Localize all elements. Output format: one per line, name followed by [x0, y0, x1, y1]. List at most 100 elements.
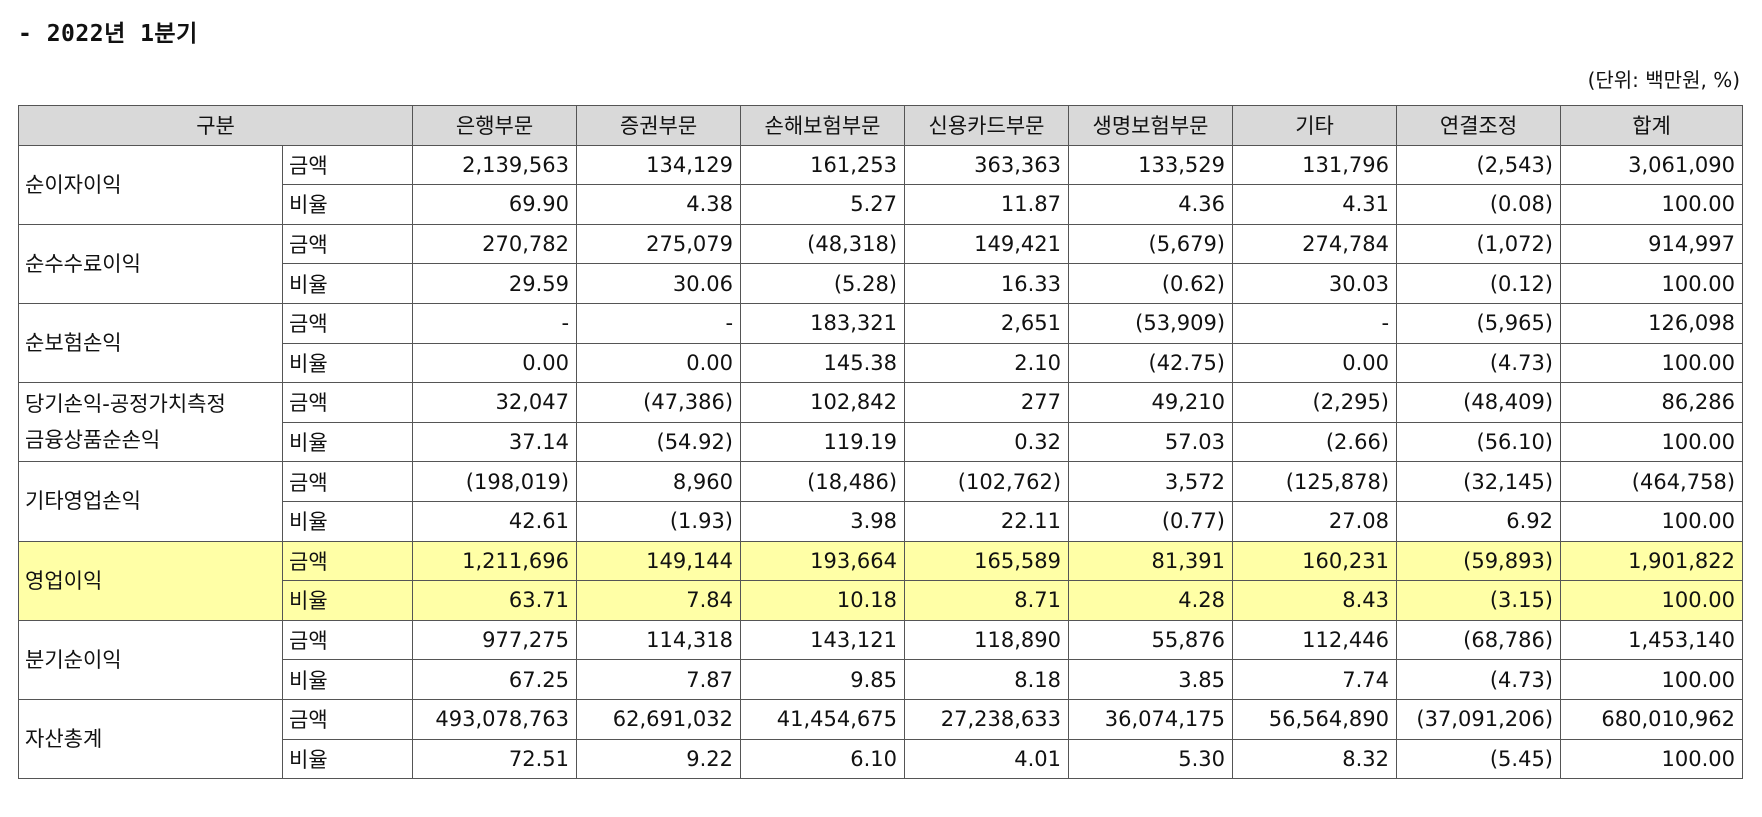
amount-cell: 149,421 — [904, 223, 1070, 265]
row-category-line: 분기순이익 — [25, 647, 122, 672]
ratio-cell: 16.33 — [904, 263, 1070, 304]
row-category-label: 순수수료이익 — [18, 223, 283, 304]
ratio-cell: 2.10 — [904, 342, 1070, 384]
ratio-cell: 8.32 — [1232, 738, 1398, 780]
ratio-cell: 119.19 — [740, 421, 906, 463]
ratio-cell: 100.00 — [1560, 342, 1744, 384]
amount-cell: 56,564,890 — [1232, 698, 1398, 740]
ratio-cell: 27.08 — [1232, 500, 1398, 542]
amount-cell: 55,876 — [1068, 619, 1234, 661]
row-category-line: 기타영업손익 — [25, 489, 141, 514]
amount-cell: 134,129 — [576, 144, 742, 186]
amount-cell: (32,145) — [1396, 461, 1562, 502]
header-securities: 증권부문 — [576, 105, 742, 146]
ratio-cell: (0.08) — [1396, 184, 1562, 225]
ratio-cell: 30.03 — [1232, 263, 1398, 304]
header-bank: 은행부문 — [412, 105, 578, 146]
amount-cell: 8,960 — [576, 461, 742, 502]
ratio-cell: (5.45) — [1396, 738, 1562, 780]
ratio-cell: 3.98 — [740, 500, 906, 542]
ratio-cell: (0.12) — [1396, 263, 1562, 304]
amount-cell: - — [1232, 302, 1398, 344]
ratio-cell: 100.00 — [1560, 263, 1744, 304]
ratio-cell: 5.30 — [1068, 738, 1234, 780]
amount-cell: 977,275 — [412, 619, 578, 661]
ratio-cell: 4.28 — [1068, 580, 1234, 621]
ratio-cell: (2.66) — [1232, 421, 1398, 463]
ratio-cell: 7.74 — [1232, 659, 1398, 700]
amount-label: 금액 — [281, 382, 414, 423]
amount-cell: (1,072) — [1396, 223, 1562, 265]
amount-cell: 1,211,696 — [412, 540, 578, 582]
amount-cell: 274,784 — [1232, 223, 1398, 265]
row-category-label: 영업이익 — [18, 540, 283, 621]
ratio-cell: 8.43 — [1232, 580, 1398, 621]
amount-cell: 36,074,175 — [1068, 698, 1234, 740]
ratio-cell: 9.85 — [740, 659, 906, 700]
ratio-label: 비율 — [281, 659, 414, 700]
ratio-cell: 100.00 — [1560, 184, 1744, 225]
ratio-cell: 3.85 — [1068, 659, 1234, 700]
amount-label: 금액 — [281, 540, 414, 582]
ratio-cell: (0.77) — [1068, 500, 1234, 542]
amount-cell: 112,446 — [1232, 619, 1398, 661]
ratio-cell: 4.36 — [1068, 184, 1234, 225]
amount-cell: (37,091,206) — [1396, 698, 1562, 740]
row-category-label: 당기손익-공정가치측정 금융상품순손익 — [18, 382, 283, 463]
ratio-cell: 63.71 — [412, 580, 578, 621]
ratio-cell: 69.90 — [412, 184, 578, 225]
table-header-row: 구분 은행부문 증권부문 손해보험부문 신용카드부문 생명보험부문 기타 연결조… — [17, 105, 1744, 146]
ratio-label: 비율 — [281, 580, 414, 621]
row-category-line: 순보험손익 — [25, 331, 122, 356]
table-row: 분기순이익 금액 977,275 114,318 143,121 118,890 55,87… — [18, 619, 1744, 700]
amount-cell: - — [412, 302, 578, 344]
table-row: 비율 63.71 7.84 10.18 8.71 4.28 8.43 (3.15) 100.00 — [19, 580, 1744, 621]
amount-cell: 86,286 — [1560, 382, 1744, 423]
amount-cell: 102,842 — [740, 382, 906, 423]
amount-cell: 914,997 — [1560, 223, 1744, 265]
amount-cell: 183,321 — [740, 302, 906, 344]
ratio-cell: 7.87 — [576, 659, 742, 700]
header-life-insurance: 생명보험부문 — [1068, 105, 1234, 146]
header-nonlife-insurance: 손해보험부문 — [740, 105, 906, 146]
amount-cell: 270,782 — [412, 223, 578, 265]
amount-cell: 114,318 — [576, 619, 742, 661]
ratio-cell: 0.32 — [904, 421, 1070, 463]
amount-cell: (464,758) — [1560, 461, 1744, 502]
amount-cell: 126,098 — [1560, 302, 1744, 344]
ratio-cell: 100.00 — [1560, 421, 1744, 463]
amount-label: 금액 — [281, 698, 414, 740]
table-row: 비율 29.59 30.06 (5.28) 16.33 (0.62) 30.03 (0.12)… — [19, 263, 1744, 304]
ratio-cell: 4.01 — [904, 738, 1070, 780]
amount-cell: 2,139,563 — [412, 144, 578, 186]
amount-cell: - — [576, 302, 742, 344]
amount-cell: 62,691,032 — [576, 698, 742, 740]
ratio-cell: 67.25 — [412, 659, 578, 700]
amount-cell: 1,453,140 — [1560, 619, 1744, 661]
ratio-cell: 0.00 — [412, 342, 578, 384]
row-category-line: 자산총계 — [25, 727, 103, 751]
amount-cell: 165,589 — [904, 540, 1070, 582]
ratio-cell: (56.10) — [1396, 421, 1562, 463]
amount-label: 금액 — [281, 144, 414, 186]
amount-label: 금액 — [281, 302, 414, 344]
amount-label: 금액 — [281, 461, 414, 502]
ratio-cell: 22.11 — [904, 500, 1070, 542]
row-category-label: 순이자이익 — [18, 144, 283, 225]
ratio-cell: 57.03 — [1068, 421, 1234, 463]
row-category-label: 기타영업손익 — [18, 461, 283, 542]
ratio-cell: 4.31 — [1232, 184, 1398, 225]
amount-cell: (102,762) — [904, 461, 1070, 502]
amount-cell: (2,543) — [1396, 144, 1562, 186]
ratio-cell: (4.73) — [1396, 342, 1562, 384]
ratio-cell: 0.00 — [576, 342, 742, 384]
amount-cell: 2,651 — [904, 302, 1070, 344]
table-row: 비율 72.51 9.22 6.10 4.01 5.30 8.32 (5.45) 100.00 — [19, 738, 1744, 780]
row-category-label: 분기순이익 — [18, 619, 283, 700]
header-credit-card: 신용카드부문 — [904, 105, 1070, 146]
amount-cell: (125,878) — [1232, 461, 1398, 502]
ratio-cell: 100.00 — [1560, 500, 1744, 542]
amount-cell: 363,363 — [904, 144, 1070, 186]
ratio-label: 비율 — [281, 263, 414, 304]
ratio-label: 비율 — [281, 184, 414, 225]
